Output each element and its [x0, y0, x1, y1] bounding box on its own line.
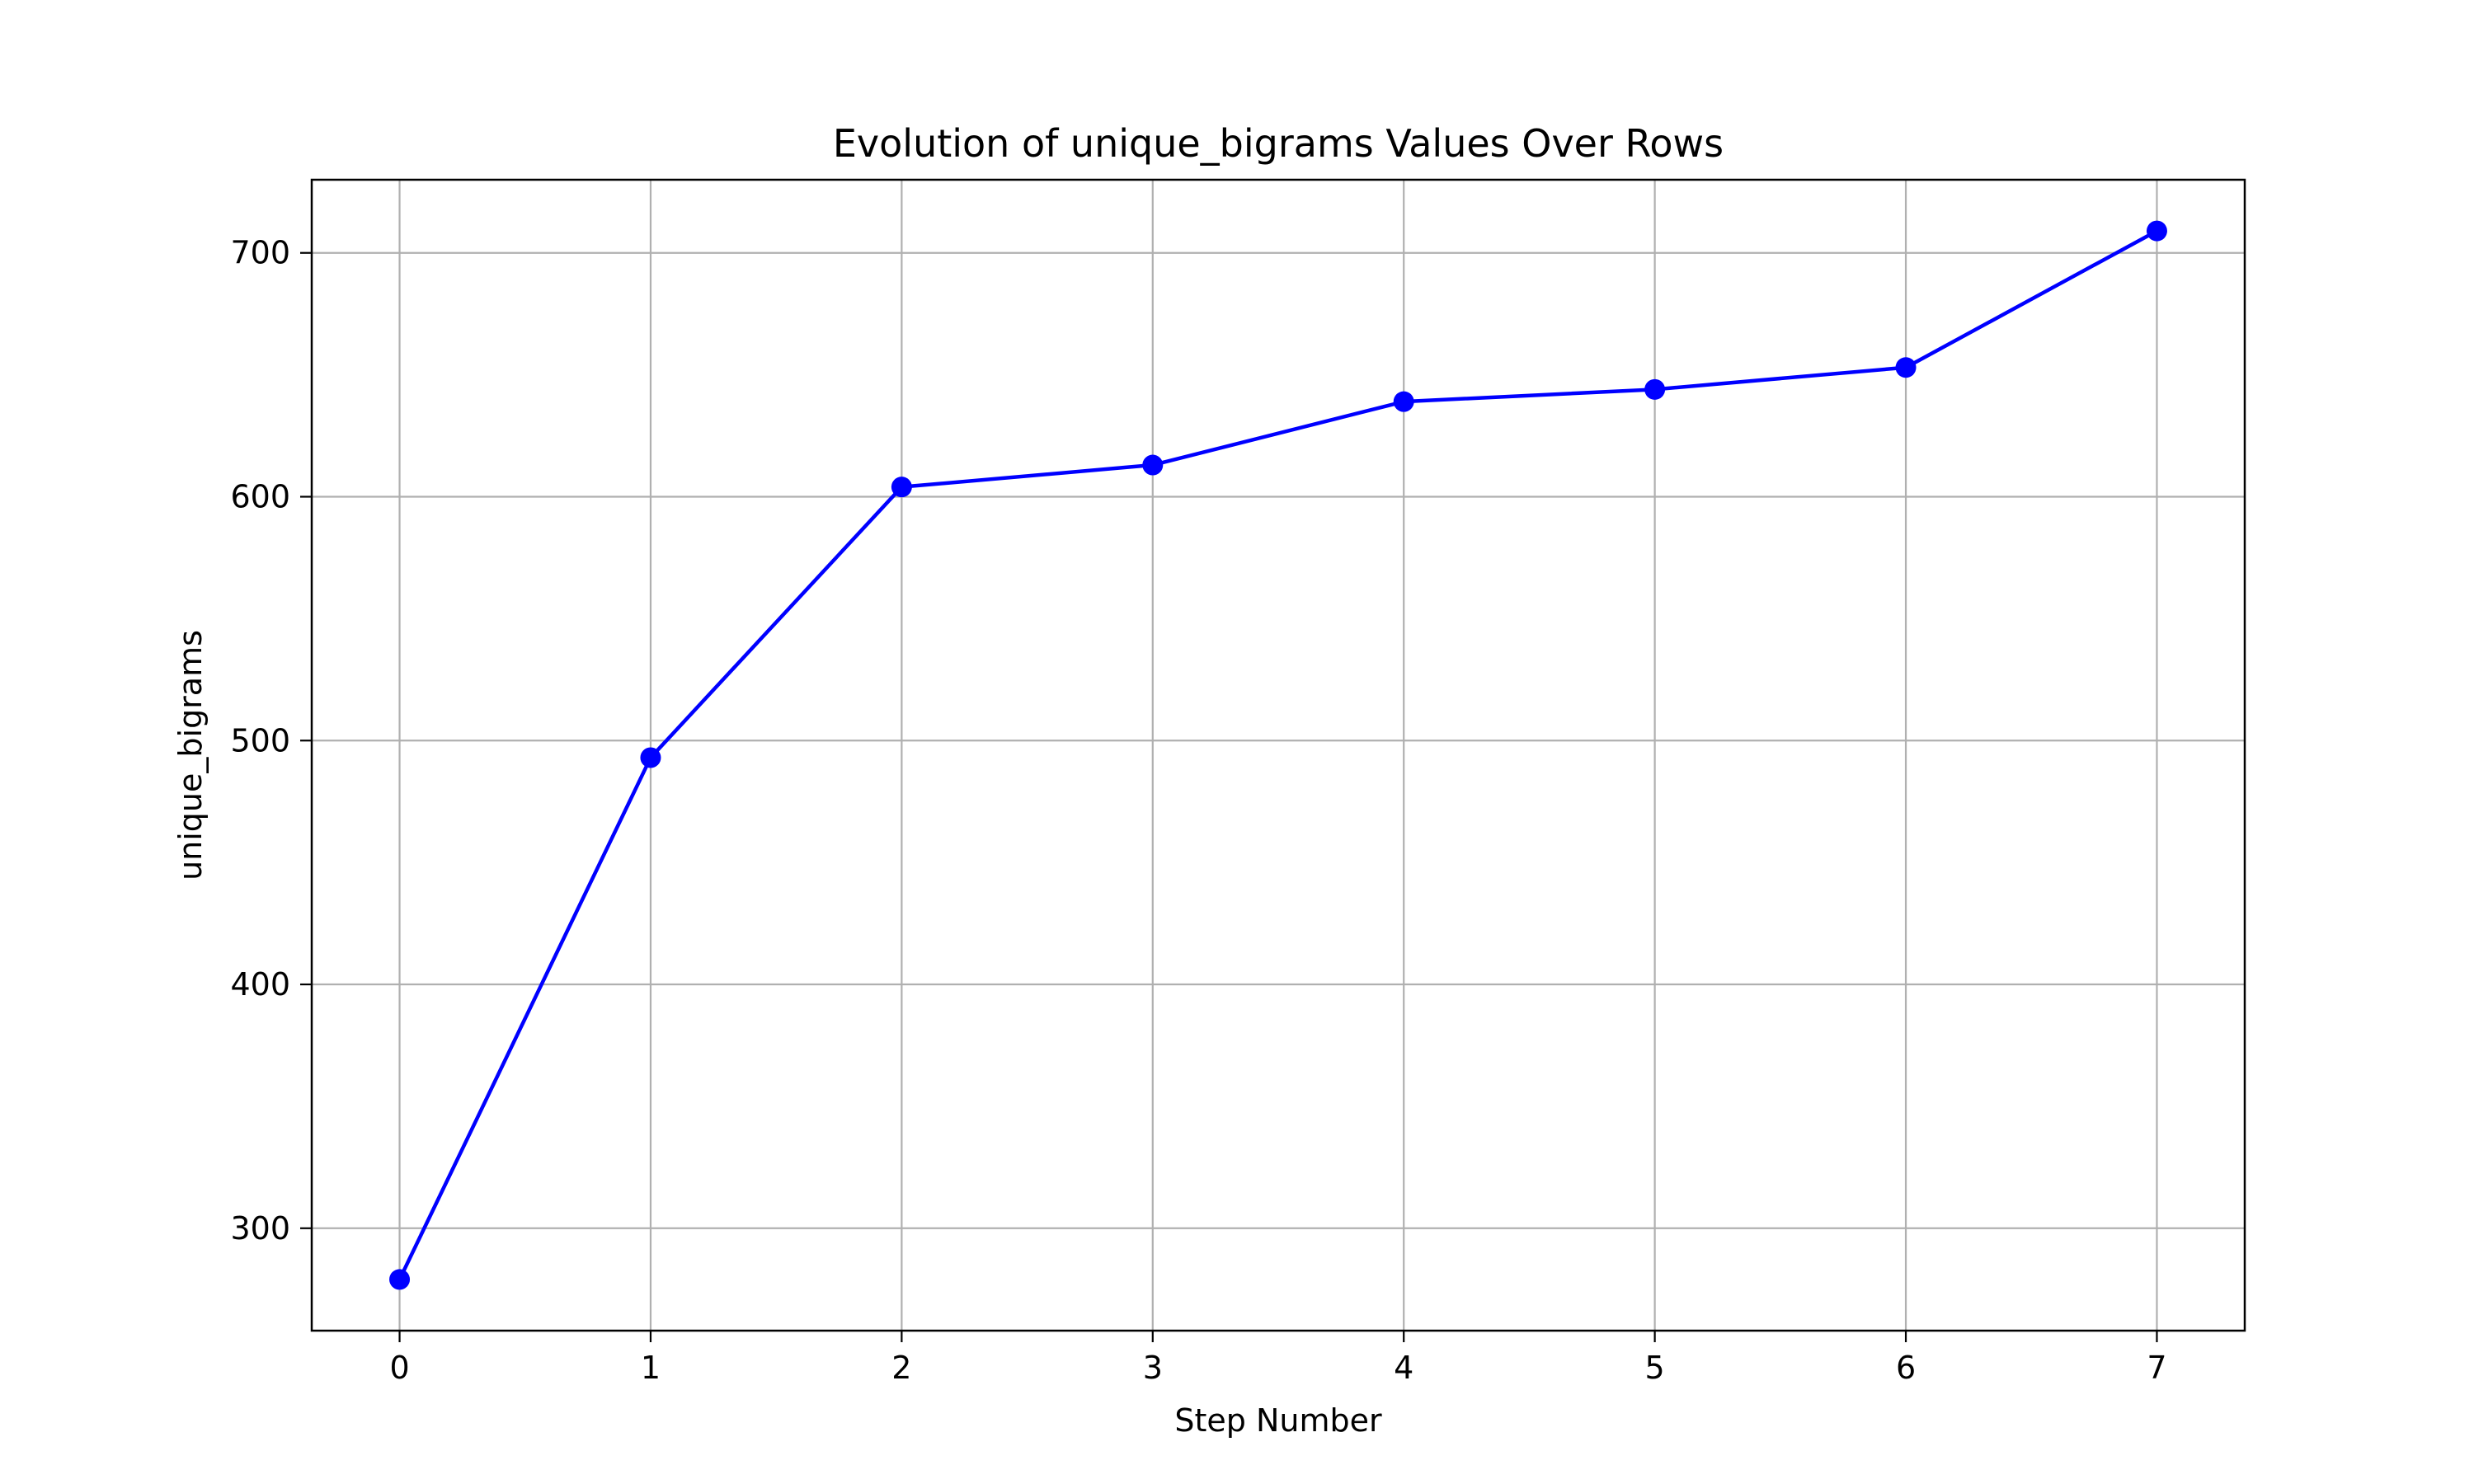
- y-axis-title: unique_bigrams: [172, 630, 209, 881]
- y-tick-label: 400: [230, 966, 290, 1003]
- axis-ticks: 0 1 2 3 4 5 6 7 300 400 500 600 700: [230, 235, 2166, 1386]
- grid-lines: [312, 180, 2245, 1331]
- x-tick-label: 3: [1143, 1350, 1163, 1386]
- x-axis-title: Step Number: [1174, 1402, 1382, 1439]
- chart-title: Evolution of unique_bigrams Values Over …: [833, 121, 1724, 166]
- series-line: [397, 229, 2158, 1280]
- data-point-marker: [1644, 378, 1666, 400]
- y-tick-label: 300: [230, 1210, 290, 1247]
- x-tick-label: 4: [1394, 1350, 1413, 1386]
- data-point-marker: [891, 477, 912, 498]
- x-tick-label: 2: [891, 1350, 911, 1386]
- y-tick-label: 600: [230, 478, 290, 514]
- x-tick-label: 7: [2147, 1350, 2166, 1386]
- y-tick-label: 700: [230, 235, 290, 271]
- series-layer: [389, 220, 2167, 1290]
- x-tick-label: 1: [641, 1350, 661, 1386]
- data-point-marker: [1142, 454, 1164, 476]
- x-tick-label: 6: [1896, 1350, 1916, 1386]
- plot-frame: [310, 178, 2246, 1332]
- data-point-marker: [640, 747, 661, 768]
- y-tick-label: 500: [230, 722, 290, 758]
- x-tick-label: 5: [1645, 1350, 1665, 1386]
- data-point-marker: [2146, 220, 2167, 242]
- x-tick-label: 0: [389, 1350, 409, 1386]
- data-point-marker: [389, 1269, 411, 1290]
- data-point-marker: [1393, 391, 1414, 412]
- data-point-marker: [1895, 357, 1917, 378]
